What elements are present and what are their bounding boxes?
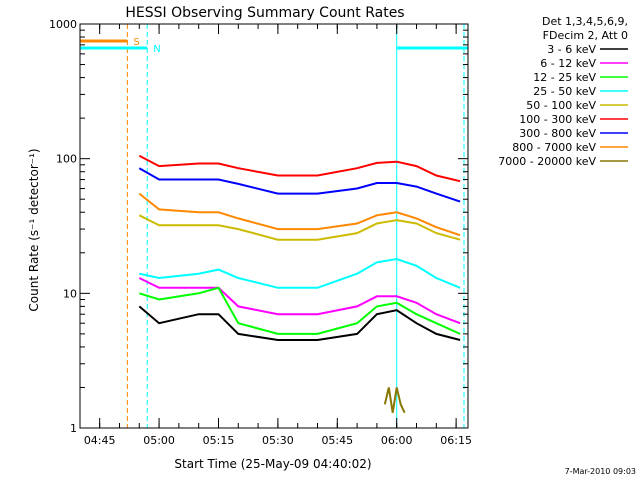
series-line — [139, 286, 461, 335]
legend: Det 1,3,4,5,6,9,FDecim 2, Att 03 - 6 keV… — [498, 15, 628, 168]
y-axis-label: Count Rate (s⁻¹ detector⁻¹) — [27, 148, 41, 311]
legend-entry: 800 - 7000 keV — [512, 141, 596, 154]
legend-entry: 50 - 100 keV — [526, 99, 596, 112]
legend-entry: 300 - 800 keV — [519, 127, 596, 140]
x-tick-label: 05:00 — [143, 434, 175, 447]
annotation-label: N — [153, 44, 160, 55]
legend-entry: 25 - 50 keV — [533, 85, 596, 98]
chart-title: HESSI Observing Summary Count Rates — [125, 5, 404, 21]
legend-entry: 6 - 12 keV — [540, 57, 596, 70]
x-tick-label: 05:30 — [262, 434, 294, 447]
series-line — [138, 305, 461, 341]
legend-header: Det 1,3,4,5,6,9, — [542, 15, 628, 28]
series-line — [138, 214, 461, 241]
annotation-label: S — [133, 37, 139, 48]
series-line — [138, 154, 461, 183]
x-tick-label: 06:00 — [381, 434, 413, 447]
series-line — [138, 167, 461, 203]
x-axis-label: Start Time (25-May-09 04:40:02) — [174, 457, 371, 471]
x-tick-label: 06:15 — [440, 434, 472, 447]
timestamp: 7-Mar-2010 09:03 — [565, 467, 636, 476]
series-line — [139, 257, 461, 289]
plot-frame — [79, 23, 469, 429]
plot-layer: S N 1 10 100 1000 04:45 05:00 05:15 05:30 05:45 06:… — [49, 18, 472, 447]
x-tick-label: 04:45 — [84, 434, 116, 447]
legend-entry: 12 - 25 keV — [533, 71, 596, 84]
x-tick-label: 05:45 — [321, 434, 353, 447]
series-line — [138, 277, 461, 325]
y-tick-label: 100 — [56, 153, 77, 166]
series-line — [383, 387, 406, 414]
legend-entry: 7000 - 20000 keV — [498, 155, 596, 168]
legend-entry: 3 - 6 keV — [547, 43, 596, 56]
legend-header: FDecim 2, Att 0 — [543, 29, 628, 42]
y-tick-label: 1 — [70, 422, 77, 435]
x-tick-label: 05:15 — [203, 434, 235, 447]
y-tick-label: 10 — [63, 287, 77, 300]
series-line — [138, 192, 461, 237]
y-tick-label: 1000 — [49, 18, 77, 31]
legend-entry: 100 - 300 keV — [519, 113, 596, 126]
